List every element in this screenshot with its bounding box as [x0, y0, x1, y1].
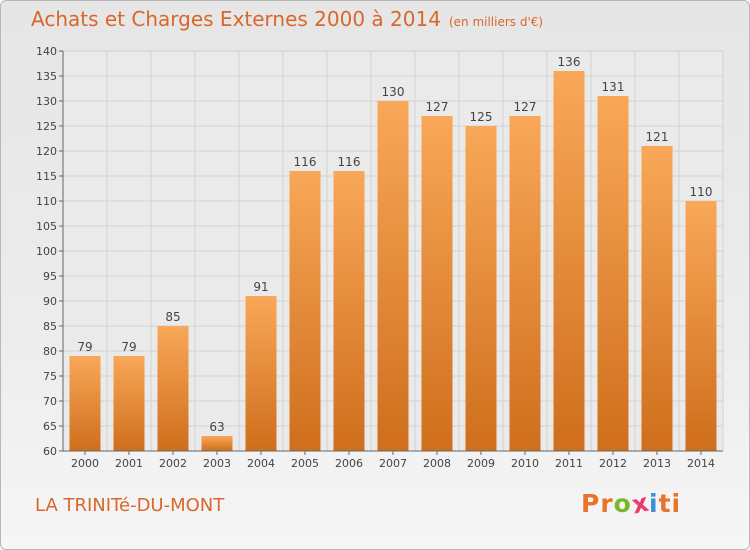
logo-letter: P: [581, 489, 601, 518]
chart-title: Achats et Charges Externes 2000 à 2014 (e…: [31, 7, 543, 31]
y-tick-label: 135: [36, 70, 57, 83]
y-tick-label: 100: [36, 245, 57, 258]
logo-letter: i: [671, 489, 682, 518]
data-label-2009: 125: [470, 110, 493, 124]
y-tick-label: 105: [36, 220, 57, 233]
bar-2002: [157, 326, 189, 451]
data-label-2001: 79: [121, 340, 136, 354]
x-tick-label-2006: 2006: [335, 457, 363, 470]
bar-2004: [245, 296, 277, 451]
data-label-2002: 85: [165, 310, 180, 324]
bar-2000: [69, 356, 101, 451]
y-tick-label: 70: [43, 395, 57, 408]
x-tick-label-2010: 2010: [511, 457, 539, 470]
data-label-2006: 116: [338, 155, 361, 169]
y-tick-label: 90: [43, 295, 57, 308]
bar-2006: [333, 171, 365, 451]
data-label-2011: 136: [558, 55, 581, 69]
chart-title-text: Achats et Charges Externes 2000 à 2014: [31, 7, 441, 31]
y-tick-label: 95: [43, 270, 57, 283]
y-tick-label: 60: [43, 445, 57, 458]
logo-letter: i: [649, 489, 659, 518]
data-labels: 79 79 85 63 91 116 116 130 127 125 127 136 131 121 110: [77, 55, 712, 434]
bar-2013: [641, 146, 673, 451]
logo-letter: t: [658, 489, 672, 518]
data-label-2005: 116: [294, 155, 317, 169]
y-tick-label: 130: [36, 95, 57, 108]
y-tick-label: 80: [43, 345, 57, 358]
x-tick-label-2003: 2003: [203, 457, 231, 470]
x-tick-label-2011: 2011: [555, 457, 583, 470]
data-label-2012: 131: [602, 80, 625, 94]
x-tick-label-2000: 2000: [71, 457, 99, 470]
bars: [69, 71, 717, 451]
y-tick-label: 65: [43, 420, 57, 433]
y-tick-label: 75: [43, 370, 57, 383]
bar-2014: [685, 201, 717, 451]
y-tick-label: 85: [43, 320, 57, 333]
x-tick-label-2004: 2004: [247, 457, 275, 470]
bar-2009: [465, 126, 497, 451]
place-name: LA TRINITé-DU-MONT: [35, 495, 225, 516]
axes: 60 65 70 75 80 85 90 95 100 105 110 115 120 125 130 135…: [36, 45, 723, 470]
bar-2010: [509, 116, 541, 451]
y-tick-label: 140: [36, 45, 57, 58]
data-label-2014: 110: [690, 185, 713, 199]
x-tick-label-2008: 2008: [423, 457, 451, 470]
chart-subtitle: (en milliers d'€): [448, 15, 544, 29]
x-tick-label-2002: 2002: [159, 457, 187, 470]
bar-2007: [377, 101, 409, 451]
x-tick-label-2007: 2007: [379, 457, 407, 470]
bar-2003: [201, 436, 233, 451]
y-tick-label: 120: [36, 145, 57, 158]
bar-2012: [597, 96, 629, 451]
logo-letter: o: [613, 489, 632, 518]
y-tick-label: 110: [36, 195, 57, 208]
y-tick-label: 125: [36, 120, 57, 133]
data-label-2004: 91: [253, 280, 268, 294]
data-label-2000: 79: [77, 340, 92, 354]
x-tick-label-2009: 2009: [467, 457, 495, 470]
x-tick-label-2001: 2001: [115, 457, 143, 470]
y-tick-label: 115: [36, 170, 57, 183]
logo-letter: r: [600, 489, 614, 518]
bar-2008: [421, 116, 453, 451]
x-tick-label-2013: 2013: [643, 457, 671, 470]
data-label-2007: 130: [382, 85, 405, 99]
bar-2011: [553, 71, 585, 451]
data-label-2008: 127: [426, 100, 449, 114]
data-label-2010: 127: [514, 100, 537, 114]
data-label-2013: 121: [646, 130, 669, 144]
x-tick-label-2005: 2005: [291, 457, 319, 470]
x-tick-label-2014: 2014: [687, 457, 715, 470]
data-label-2003: 63: [209, 420, 224, 434]
x-tick-label-2012: 2012: [599, 457, 627, 470]
bar-2005: [289, 171, 321, 451]
proxiti-logo: Proxiti: [581, 488, 682, 520]
bar-2001: [113, 356, 145, 451]
